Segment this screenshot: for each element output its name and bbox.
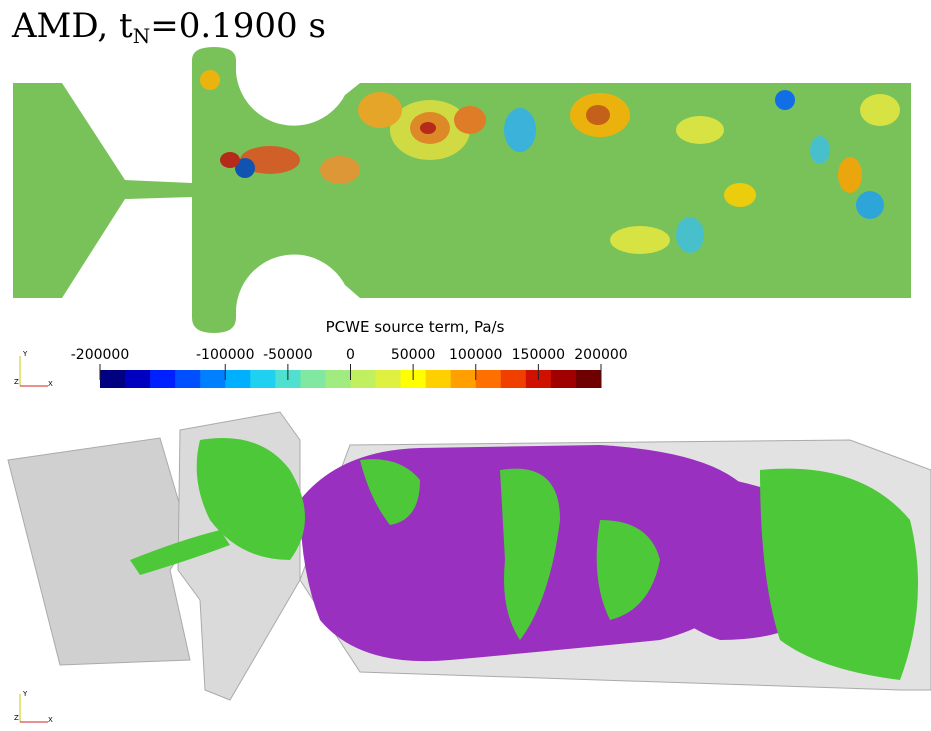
colorbar-segment xyxy=(575,370,602,388)
colorbar-tick-label: 150000 xyxy=(512,347,565,363)
axis-label: Z xyxy=(14,378,19,386)
colorbar-segment xyxy=(475,370,502,388)
colorbar-segment xyxy=(175,370,201,388)
axis-label: Z xyxy=(14,714,19,722)
colorbar: -200000 -100000 -50000 0 50000 100000 150000 20… xyxy=(71,347,628,388)
colorbar-segment xyxy=(550,370,577,388)
colorbar-segment xyxy=(300,370,326,388)
colorbar-segment xyxy=(225,370,251,388)
title-subscript: N xyxy=(133,24,151,48)
axis-label: X xyxy=(48,380,53,388)
axis-label: X xyxy=(48,716,53,724)
colorbar-tick-label: 200000 xyxy=(574,347,627,363)
colorbar-segment xyxy=(100,370,126,388)
title-text: AMD, t xyxy=(11,6,133,46)
colorbar-segment xyxy=(375,370,402,388)
colorbar-segment xyxy=(350,370,377,388)
iso-view xyxy=(7,411,931,701)
colorbar-segment xyxy=(150,370,176,388)
colorbar-tick-label: -100000 xyxy=(196,347,255,363)
axis-label: Y xyxy=(22,350,28,358)
colorbar-tick-label: 100000 xyxy=(449,347,502,363)
title: AMD, tN=0.1900 s xyxy=(11,6,326,48)
colorbar-segment xyxy=(425,370,452,388)
colorbar-segment xyxy=(500,370,527,388)
colorbar-tick-label: -50000 xyxy=(263,347,313,363)
colorbar-tick-label: 50000 xyxy=(391,347,436,363)
colorbar-segment xyxy=(450,370,477,388)
colorbar-tick-label: 0 xyxy=(346,347,355,363)
colorbar-segment xyxy=(325,370,351,388)
axis-label: Y xyxy=(22,690,28,698)
title-text: =0.1900 s xyxy=(150,6,326,46)
colorbar-label: PCWE source term, Pa/s xyxy=(326,318,505,336)
colorbar-segment xyxy=(200,370,226,388)
colorbar-tick-label: -200000 xyxy=(71,347,130,363)
axes-triad: Y Z X Y Z X xyxy=(14,350,53,724)
colorbar-segment xyxy=(250,370,276,388)
colorbar-segment xyxy=(125,370,151,388)
slice-view xyxy=(13,47,911,333)
